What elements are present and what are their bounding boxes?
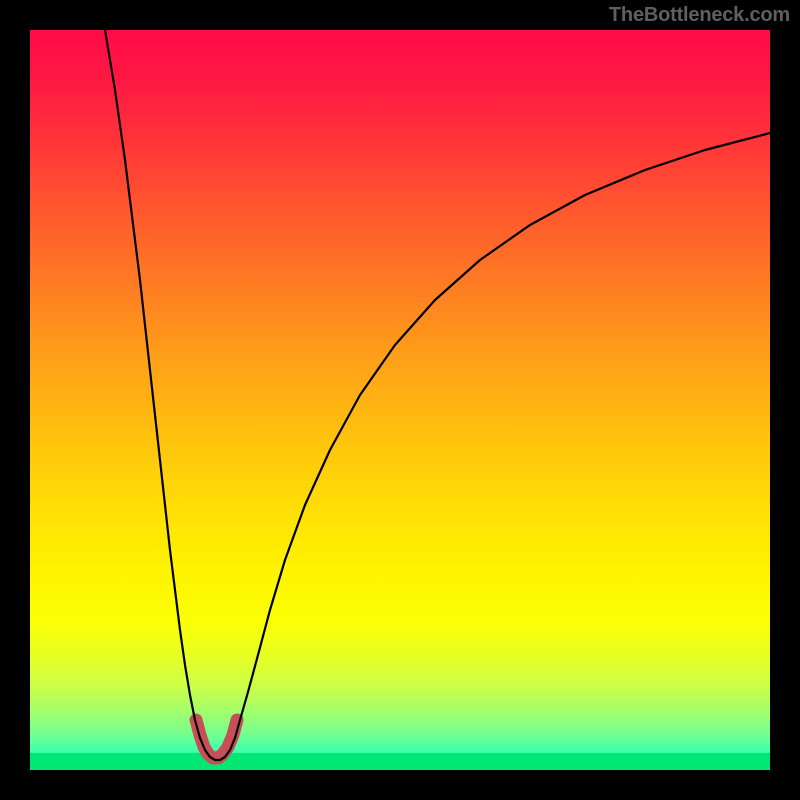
- green-band: [30, 753, 770, 770]
- gradient-background: [30, 30, 770, 770]
- chart-area: [30, 30, 770, 770]
- watermark-label: TheBottleneck.com: [609, 4, 790, 27]
- chart-frame: TheBottleneck.com: [0, 0, 800, 800]
- bottleneck-chart: [30, 30, 770, 770]
